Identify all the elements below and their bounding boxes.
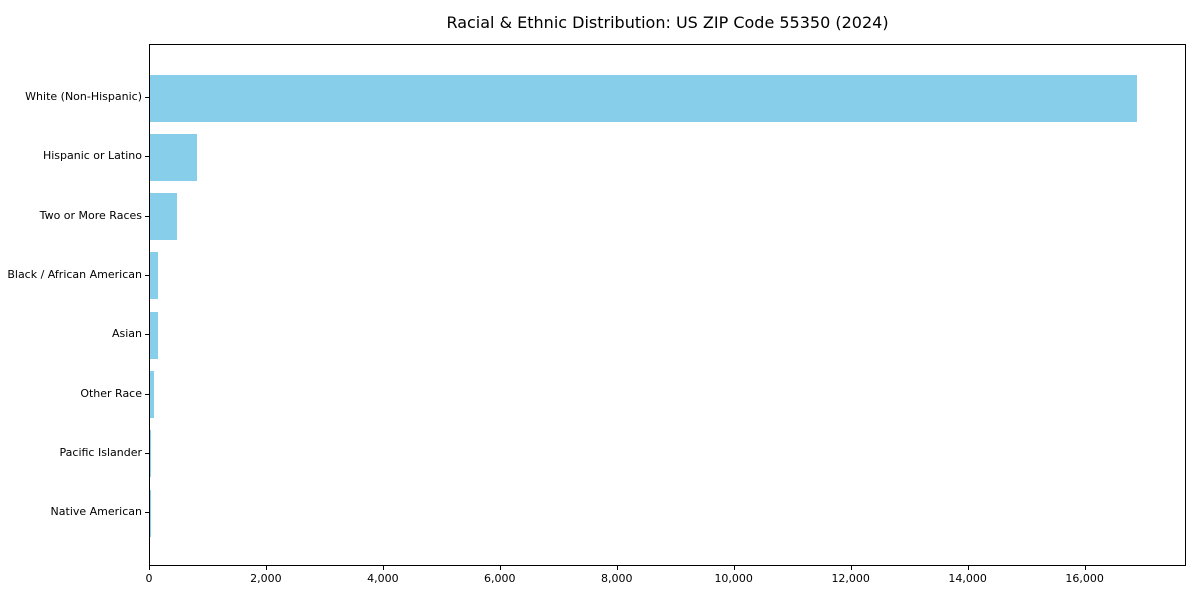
y-axis-tick <box>145 97 149 98</box>
y-axis-label-other-race: Other Race <box>80 386 142 400</box>
bar-white-non-hispanic <box>150 74 1138 122</box>
x-axis-tick <box>382 566 384 570</box>
y-axis-tick <box>145 452 149 454</box>
bar-asian <box>150 311 159 359</box>
x-axis-tick-label-10000: 10,000 <box>714 572 753 585</box>
x-axis-tick <box>967 566 969 570</box>
y-axis-label-asian: Asian <box>111 327 142 341</box>
y-axis-tick <box>145 334 149 336</box>
y-axis-tick <box>145 274 149 276</box>
x-axis-tick-label-2000: 2,000 <box>250 572 282 585</box>
x-axis-tick-label-0: 0 <box>145 572 153 585</box>
x-axis-tick <box>616 566 618 570</box>
x-axis-tick-label-16000: 16,000 <box>1065 572 1104 585</box>
x-axis-tick <box>850 566 852 570</box>
y-axis-label-black-african-american: Black / African American <box>7 267 142 281</box>
x-axis-tick <box>733 566 735 570</box>
y-axis-label-two-or-more-races: Two or More Races <box>39 208 142 222</box>
x-axis-tick <box>1084 566 1086 570</box>
y-axis-label-hispanic-or-latino: Hispanic or Latino <box>42 149 142 163</box>
bar-black-african-american <box>150 252 158 300</box>
y-axis-tick <box>145 512 149 514</box>
bar-pacific-islander <box>150 430 151 478</box>
y-axis-label-pacific-islander: Pacific Islander <box>59 445 142 459</box>
bar-hispanic-or-latino <box>150 133 197 181</box>
y-axis-label-native-american: Native American <box>50 505 142 519</box>
x-axis-tick-label-4000: 4,000 <box>367 572 399 585</box>
y-axis-tick <box>145 393 149 395</box>
x-axis-tick-label-6000: 6,000 <box>484 572 516 585</box>
chart-title: Racial & Ethnic Distribution: US ZIP Cod… <box>446 13 889 32</box>
x-axis-tick <box>499 566 501 570</box>
x-axis-tick <box>149 566 150 570</box>
y-axis-tick <box>145 215 149 217</box>
y-axis-label-white-non-hispanic: White (Non-Hispanic) <box>25 90 142 103</box>
plot-area <box>149 44 1186 566</box>
y-axis-tick <box>145 156 149 158</box>
x-axis-tick <box>265 566 267 570</box>
x-axis-tick-label-8000: 8,000 <box>601 572 633 585</box>
x-axis-tick-label-12000: 12,000 <box>831 572 870 585</box>
bar-other-race <box>150 371 154 418</box>
x-axis-tick-label-14000: 14,000 <box>948 572 987 585</box>
bar-two-or-more-races <box>150 193 178 241</box>
